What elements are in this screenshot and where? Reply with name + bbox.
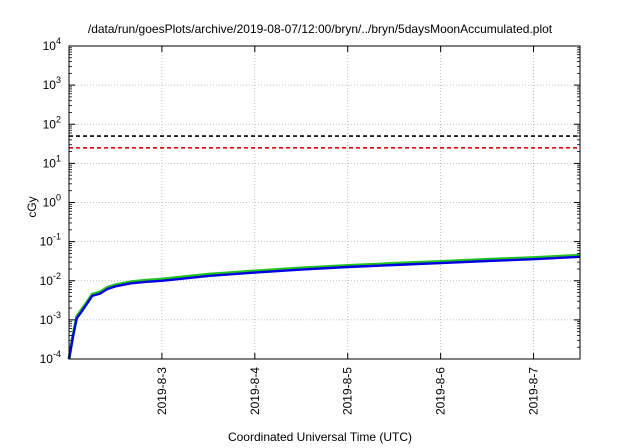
x-axis-ticks: 2019-8-3 2019-8-4 2019-8-5 2019-8-6 2019-8-7 xyxy=(155,46,541,415)
x-tick-label: 2019-8-4 xyxy=(248,367,262,415)
x-tick-label: 2019-8-6 xyxy=(434,367,448,415)
y-tick-label: 101 xyxy=(43,153,61,170)
y-axis-label: cGy xyxy=(25,196,39,218)
y-tick-label: 100 xyxy=(43,193,61,210)
x-axis-label: Coordinated Universal Time (UTC) xyxy=(227,430,413,444)
series-layer xyxy=(67,253,581,360)
y-tick-label: 103 xyxy=(43,75,61,92)
grid xyxy=(69,46,580,359)
reference-lines xyxy=(69,135,580,149)
y-tick-label: 104 xyxy=(43,36,61,53)
series-line xyxy=(67,255,581,360)
x-tick-label: 2019-8-3 xyxy=(155,367,169,415)
y-tick-label: 10-3 xyxy=(40,310,61,327)
y-tick-label: 102 xyxy=(43,114,61,131)
series-line xyxy=(67,253,581,360)
y-tick-label: 10-4 xyxy=(40,349,61,366)
chart-title: /data/run/goesPlots/archive/2019-08-07/1… xyxy=(87,22,553,36)
x-tick-label: 2019-8-7 xyxy=(527,367,541,415)
y-axis-ticks: 10-4 10-3 10-2 10-1 100 101 102 103 104 xyxy=(40,36,580,366)
y-tick-label: 10-1 xyxy=(40,232,61,249)
x-tick-label: 2019-8-5 xyxy=(341,367,355,415)
y-tick-label: 10-2 xyxy=(40,271,61,288)
